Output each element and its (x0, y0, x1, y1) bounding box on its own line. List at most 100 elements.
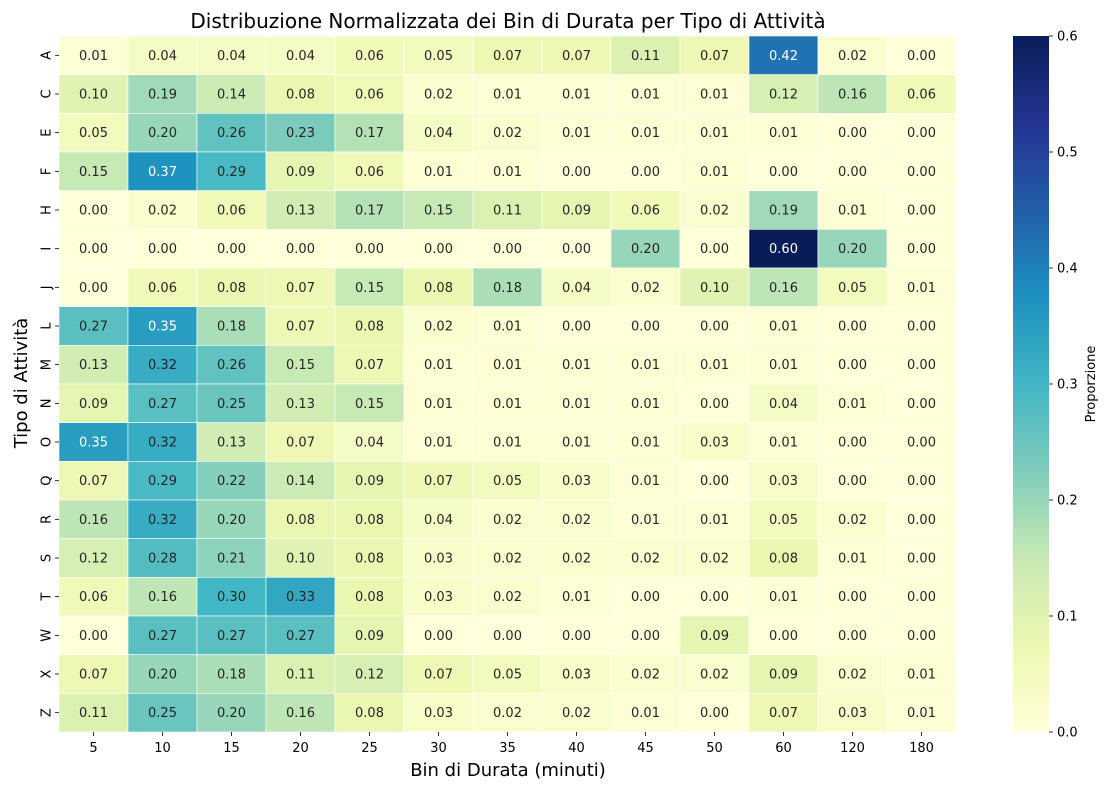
heatmap-cell (679, 151, 750, 191)
cell-value-label: 0.15 (286, 358, 315, 373)
cell-value-label: 0.02 (700, 668, 729, 683)
cell-value-label: 0.22 (217, 474, 246, 489)
heatmap-cell (127, 499, 198, 539)
heatmap-cell (58, 499, 129, 539)
heatmap-cell (748, 306, 819, 346)
heatmap-cell (817, 422, 888, 462)
cell-value-label: 0.01 (700, 358, 729, 373)
heatmap-cell (541, 267, 612, 307)
heatmap-cell (403, 151, 474, 191)
heatmap-cell (610, 345, 681, 385)
cell-value-label: 0.01 (562, 88, 591, 103)
heatmap-cell (58, 654, 129, 694)
cell-value-label: 0.01 (562, 358, 591, 373)
cell-value-label: 0.37 (148, 165, 177, 180)
heatmap-cell (472, 229, 543, 269)
cell-value-label: 0.02 (838, 49, 867, 64)
cell-value-label: 0.11 (493, 204, 522, 219)
cell-value-label: 0.20 (631, 242, 660, 257)
cell-value-label: 0.00 (907, 320, 936, 335)
heatmap-cell (679, 499, 750, 539)
heatmap-cell (58, 383, 129, 423)
cell-value-label: 0.01 (493, 358, 522, 373)
heatmap-cell (817, 151, 888, 191)
colorbar-tick-label: 0.5 (1057, 146, 1078, 161)
heatmap-cell (817, 615, 888, 655)
heatmap-cell (334, 693, 405, 733)
heatmap-cell (127, 615, 198, 655)
heatmap-cell (265, 306, 336, 346)
cell-value-label: 0.27 (148, 629, 177, 644)
cell-value-label: 0.00 (838, 436, 867, 451)
cell-value-label: 0.25 (217, 397, 246, 412)
heatmap-cell (334, 383, 405, 423)
cell-value-label: 0.00 (217, 242, 246, 257)
cell-value-label: 0.07 (286, 281, 315, 296)
cell-value-label: 0.00 (700, 320, 729, 335)
x-tick-label: 50 (706, 741, 723, 756)
colorbar-label: Proporzione (1084, 346, 1099, 423)
x-tick-label: 60 (775, 741, 792, 756)
cell-value-label: 0.20 (838, 242, 867, 257)
cell-value-label: 0.03 (562, 668, 591, 683)
cell-value-label: 0.00 (562, 320, 591, 335)
cell-value-label: 0.08 (286, 513, 315, 528)
cell-value-label: 0.06 (907, 88, 936, 103)
cell-value-label: 0.32 (148, 358, 177, 373)
cell-value-label: 0.25 (148, 706, 177, 721)
heatmap-cell (58, 345, 129, 385)
y-tick-label: A (40, 51, 55, 60)
heatmap-cell (265, 190, 336, 230)
cell-value-label: 0.23 (286, 126, 315, 141)
cell-value-label: 0.01 (700, 165, 729, 180)
heatmap-cell (265, 267, 336, 307)
heatmap-cell (541, 151, 612, 191)
heatmap-cell (886, 113, 957, 153)
cell-value-label: 0.02 (148, 204, 177, 219)
heatmap-cell (127, 693, 198, 733)
heatmap-cell (610, 615, 681, 655)
heatmap-cell (58, 422, 129, 462)
cell-value-label: 0.07 (286, 436, 315, 451)
heatmap-cell (817, 113, 888, 153)
heatmap-cell (403, 654, 474, 694)
heatmap-cell (817, 499, 888, 539)
heatmap-cell (127, 383, 198, 423)
heatmap-cell (334, 422, 405, 462)
heatmap-cell (334, 538, 405, 578)
heatmap-cell (265, 538, 336, 578)
heatmap-cell (679, 113, 750, 153)
heatmap-cell (679, 654, 750, 694)
cell-value-label: 0.11 (631, 49, 660, 64)
x-tick-label: 120 (840, 741, 865, 756)
heatmap-cell (196, 267, 267, 307)
heatmap-cell (610, 190, 681, 230)
x-tick-label: 180 (909, 741, 934, 756)
cell-value-label: 0.00 (907, 474, 936, 489)
heatmap-cell (610, 74, 681, 114)
heatmap-cell (472, 461, 543, 501)
cell-value-label: 0.01 (700, 88, 729, 103)
colorbar-tick-label: 0.4 (1057, 262, 1078, 277)
heatmap-cell (748, 499, 819, 539)
cell-value-label: 0.11 (79, 706, 108, 721)
cell-value-label: 0.00 (286, 242, 315, 257)
heatmap-cell (196, 229, 267, 269)
y-tick-label: M (40, 359, 55, 370)
heatmap-cell (58, 577, 129, 617)
cell-value-label: 0.00 (493, 629, 522, 644)
cell-value-label: 0.02 (838, 668, 867, 683)
cell-value-label: 0.08 (355, 513, 384, 528)
cell-value-label: 0.01 (769, 126, 798, 141)
cell-value-label: 0.14 (217, 88, 246, 103)
heatmap-cell (886, 654, 957, 694)
heatmap-cell (127, 229, 198, 269)
cell-value-label: 0.27 (286, 629, 315, 644)
cell-value-label: 0.06 (631, 204, 660, 219)
heatmap-cell (748, 345, 819, 385)
cell-value-label: 0.05 (838, 281, 867, 296)
cell-value-label: 0.02 (631, 668, 660, 683)
heatmap-cell (196, 654, 267, 694)
heatmap-cell (472, 577, 543, 617)
